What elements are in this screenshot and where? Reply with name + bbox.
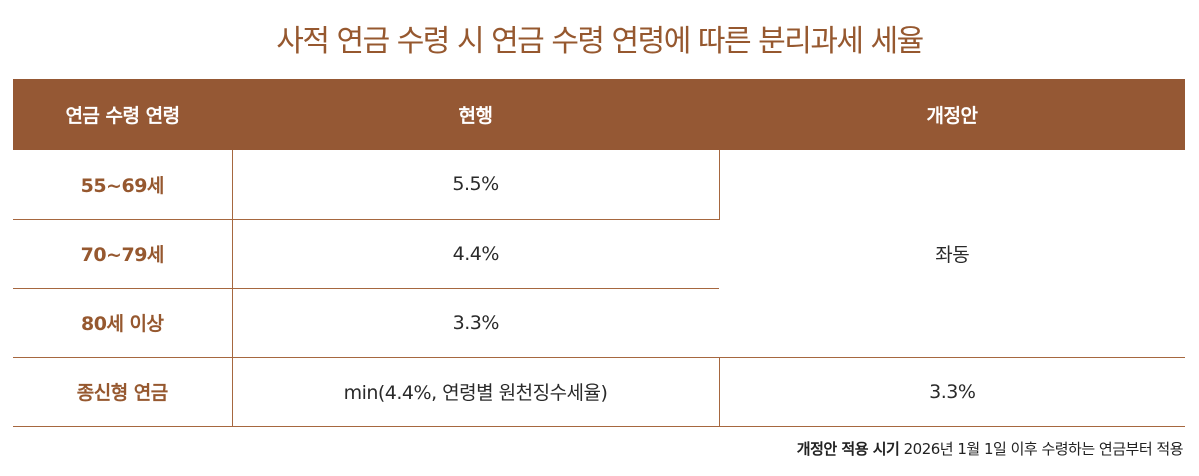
table-row: 종신형 연금 min(4.4%, 연령별 원천징수세율) 3.3% xyxy=(13,357,1185,427)
header-current: 현행 xyxy=(458,105,493,127)
row-current-rate: 5.5% xyxy=(232,150,720,220)
table-row: 80세 이상 3.3% xyxy=(13,288,1185,358)
footnote-text: 2026년 1월 1일 이후 수령하는 연금부터 적용 xyxy=(903,440,1184,458)
row-age: 55~69세 xyxy=(13,150,233,220)
tax-rate-table: 연금 수령 연령 현행 개정안 55~69세 5.5% 좌동 70~79세 4.… xyxy=(13,79,1185,427)
row-age: 종신형 연금 xyxy=(13,357,233,427)
header-row: 연금 수령 연령 현행 개정안 xyxy=(13,79,1185,150)
table-header: 연금 수령 연령 현행 개정안 xyxy=(13,79,1185,150)
page-title: 사적 연금 수령 시 연금 수령 연령에 따른 분리과세 세율 xyxy=(276,24,924,59)
row-current-rate: min(4.4%, 연령별 원천징수세율) xyxy=(232,357,720,427)
revised-same-cell: 좌동 xyxy=(719,150,1185,358)
row-age: 80세 이상 xyxy=(13,288,233,358)
row-current-rate: 3.3% xyxy=(232,288,719,358)
table-row: 70~79세 4.4% xyxy=(13,219,1185,289)
table-row: 55~69세 5.5% 좌동 xyxy=(13,150,1185,358)
header-age: 연금 수령 연령 xyxy=(65,105,180,127)
footnote: 개정안 적용 시기 2026년 1월 1일 이후 수령하는 연금부터 적용 xyxy=(796,438,1184,459)
header-revised: 개정안 xyxy=(926,105,978,127)
row-current-rate: 4.4% xyxy=(232,219,719,289)
footnote-label: 개정안 적용 시기 xyxy=(796,440,900,458)
row-age: 70~79세 xyxy=(13,219,233,289)
row-revised-rate: 3.3% xyxy=(719,357,1185,427)
